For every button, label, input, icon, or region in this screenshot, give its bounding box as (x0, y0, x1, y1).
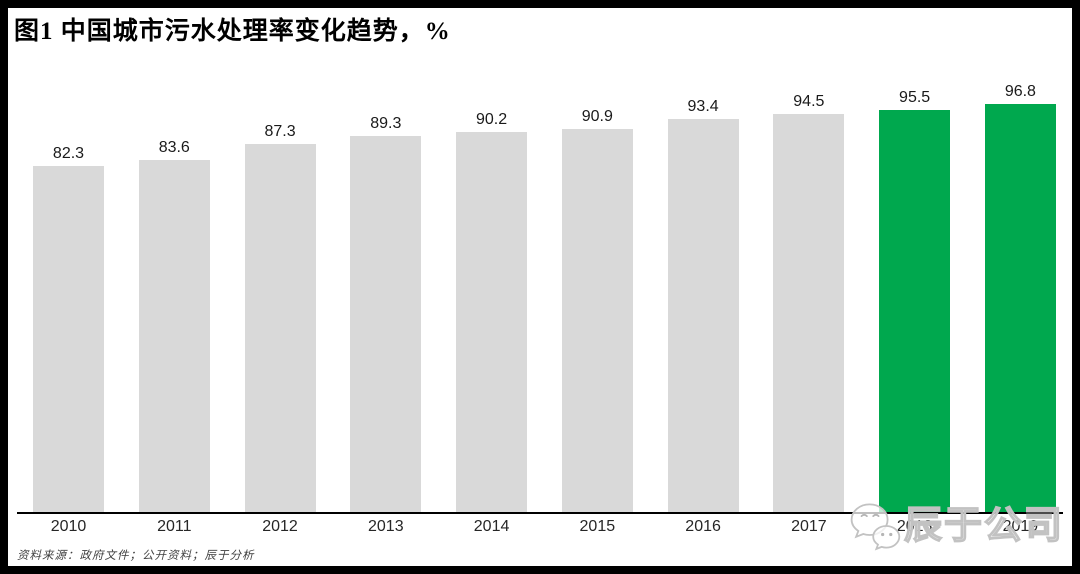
x-axis-tick-label: 2019 (1002, 518, 1039, 535)
x-axis-tick-label: 2015 (579, 518, 616, 535)
bar (350, 136, 422, 512)
bar (773, 114, 845, 512)
x-axis-tick-label: 2012 (262, 518, 298, 535)
bar (244, 144, 316, 512)
bar-value-label: 96.8 (1004, 83, 1036, 100)
x-axis-tick-label: 2011 (157, 518, 192, 535)
bars-row: 82.3 83.6 87.3 89.3 90.2 90.9 93.4 94.5 95.5 96.8 (33, 84, 1056, 512)
bar (561, 129, 633, 512)
bar-group: 87.3 (244, 123, 316, 512)
x-axis-tick-label: 2017 (791, 518, 827, 535)
bar (138, 160, 210, 512)
bar (879, 110, 951, 512)
bar-value-label: 90.9 (581, 108, 613, 125)
x-axis-labels: 2010 2011 2012 2013 2014 2015 2016 2017 2018 2019 (33, 519, 1056, 535)
bar (667, 119, 739, 512)
x-axis-tick-label: 2010 (50, 518, 87, 535)
bar-group: 89.3 (350, 115, 422, 512)
bar-group: 93.4 (667, 98, 739, 512)
bar-value-label: 90.2 (475, 111, 508, 128)
bar-value-label: 82.3 (52, 145, 85, 162)
x-axis-tick-label: 2018 (896, 518, 933, 535)
bar-value-label: 95.5 (899, 89, 931, 106)
x-axis-line (17, 512, 1063, 514)
bar-value-label: 94.5 (793, 93, 825, 110)
bar-group: 95.5 (879, 89, 951, 512)
bar-value-label: 87.3 (264, 123, 296, 140)
bar-value-label: 89.3 (370, 115, 402, 132)
bar (984, 104, 1056, 512)
bar-group: 90.2 (456, 111, 528, 512)
bar-group: 82.3 (33, 146, 104, 512)
bar-value-label: 93.4 (687, 98, 719, 115)
wechat-icon (850, 503, 901, 551)
bar (456, 132, 528, 512)
chart-title: 图1 中国城市污水处理率变化趋势，% (14, 18, 451, 45)
bar-group: 94.5 (773, 93, 845, 512)
bar (33, 166, 104, 512)
bar-group: 96.8 (984, 83, 1056, 512)
x-axis-tick-label: 2014 (473, 518, 510, 535)
bar-group: 83.6 (138, 139, 210, 512)
watermark-text: 辰于公司 (903, 505, 1064, 547)
bar-value-label: 83.6 (158, 139, 190, 156)
bar-group: 90.9 (561, 108, 633, 512)
watermark: 辰于公司 (848, 500, 1064, 552)
x-axis-tick-label: 2016 (685, 518, 721, 535)
x-axis-tick-label: 2013 (368, 518, 404, 535)
source-note: 资料来源：政府文件；公开资料；辰于分析 (17, 550, 255, 562)
